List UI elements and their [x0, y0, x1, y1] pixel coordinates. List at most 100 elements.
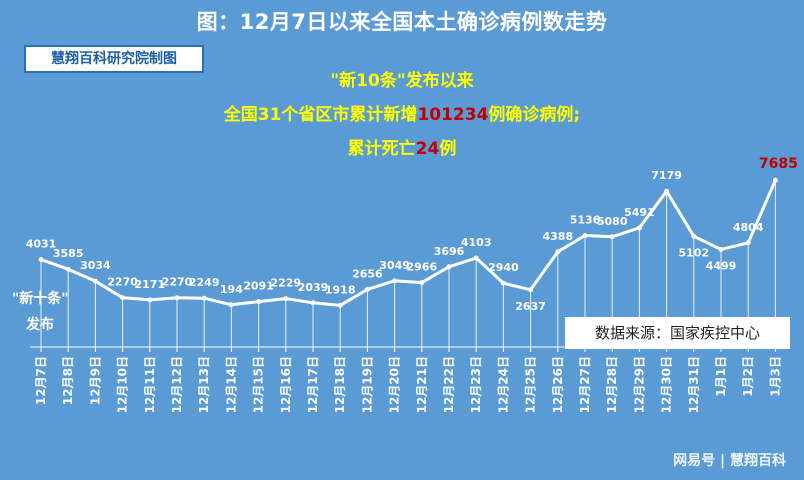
data-point: [392, 278, 398, 284]
headline-line-2: 全国31个省区市累计新增101234例确诊病例;: [0, 100, 804, 125]
data-point: [419, 280, 425, 286]
headline-line-2-prefix: 全国31个省区市累计新增: [223, 105, 418, 125]
data-label: 2270: [107, 276, 138, 289]
data-label: 2039: [298, 281, 329, 294]
data-label: 4103: [461, 236, 492, 249]
data-point: [120, 295, 126, 301]
x-tick-label: 12月25日: [524, 356, 538, 413]
data-label: 2249: [189, 276, 220, 289]
x-tick-label: 12月13日: [197, 356, 211, 413]
annotation-line-2: 发布: [26, 317, 54, 333]
data-label: 2966: [406, 261, 437, 274]
data-label: 2656: [352, 267, 383, 280]
x-tick-label: 12月20日: [388, 356, 402, 413]
data-point: [337, 302, 343, 308]
x-tick-label: 12月7日: [34, 356, 48, 405]
data-point: [582, 233, 588, 239]
x-tick-label: 12月24日: [496, 356, 510, 413]
data-point: [38, 257, 44, 263]
data-label: 2171: [134, 278, 165, 291]
data-point: [92, 278, 98, 284]
headline-line-3: 累计死亡24例: [0, 134, 804, 159]
x-tick-label: 12月15日: [252, 356, 266, 413]
data-label: 3696: [434, 245, 465, 258]
data-label: 3049: [379, 259, 410, 272]
data-point: [555, 249, 561, 255]
annotation-line-1: "新十条": [12, 291, 69, 307]
data-point: [772, 177, 778, 183]
series-line: [40, 179, 777, 307]
data-label: 2229: [270, 277, 301, 290]
data-point: [147, 297, 153, 303]
data-point: [718, 246, 724, 252]
x-tick-label: 12月8日: [61, 356, 75, 405]
x-tick-label: 12月31日: [687, 356, 701, 413]
watermark: 网易号 | 慧翔百科: [673, 453, 786, 469]
data-label: 4388: [542, 230, 573, 243]
data-point: [283, 296, 289, 302]
data-label: 2270: [162, 276, 193, 289]
x-tick-label: 12月17日: [306, 356, 320, 413]
data-point: [636, 225, 642, 231]
data-label: 2637: [515, 300, 546, 313]
x-tick-label: 12月18日: [333, 356, 347, 413]
x-tick-label: 12月29日: [632, 356, 646, 413]
x-tick-label: 12月26日: [551, 356, 565, 413]
data-point: [446, 264, 452, 270]
data-label: 5080: [597, 215, 628, 228]
x-tick-label: 1月1日: [714, 356, 728, 397]
data-label: 4804: [733, 221, 764, 234]
total-deaths-number: 24: [415, 139, 440, 159]
data-label: 5102: [678, 246, 709, 259]
data-label: 5136: [570, 214, 601, 227]
x-tick-label: 12月30日: [660, 356, 674, 413]
headline-line-3-prefix: 累计死亡: [347, 139, 416, 159]
data-label: 2091: [243, 280, 274, 293]
x-tick-label: 12月27日: [578, 356, 592, 413]
data-label: 7685: [759, 156, 798, 172]
x-tick-label: 12月22日: [442, 356, 456, 413]
data-point: [201, 295, 207, 301]
data-point: [691, 233, 697, 239]
data-point: [65, 266, 71, 272]
x-tick-label: 12月10日: [116, 356, 130, 413]
data-label: 3034: [80, 259, 111, 272]
data-point: [745, 240, 751, 246]
data-point: [256, 299, 262, 305]
x-tick-label: 12月14日: [224, 356, 238, 413]
data-label: 2940: [488, 261, 519, 274]
data-label: 3585: [53, 247, 84, 260]
x-tick-label: 12月11日: [143, 356, 157, 413]
data-point: [528, 287, 534, 293]
data-label: 194: [220, 283, 243, 296]
x-tick-label: 12月28日: [605, 356, 619, 413]
chart-title: 图：12月7日以来全国本土确诊病例数走势: [196, 10, 608, 34]
data-point: [473, 255, 479, 261]
data-point: [364, 286, 370, 292]
x-tick-label: 12月12日: [170, 356, 184, 413]
x-tick-label: 12月9日: [88, 356, 102, 405]
data-label: 4499: [706, 259, 737, 272]
data-label: 4031: [26, 238, 57, 251]
total-cases-number: 101234: [417, 105, 489, 125]
x-tick-label: 12月23日: [469, 356, 483, 413]
data-point: [500, 280, 506, 286]
data-label: 1918: [325, 283, 356, 296]
data-point: [228, 302, 234, 308]
headline-line-1: "新10条"发布以来: [330, 71, 474, 91]
x-tick-label: 12月21日: [415, 356, 429, 413]
headline-line-3-suffix: 例: [439, 139, 457, 159]
x-tick-label: 12月19日: [360, 356, 374, 413]
data-point: [609, 234, 615, 240]
data-point: [310, 300, 316, 306]
source-box: 数据来源：国家疾控中心: [565, 317, 790, 349]
data-label: 7179: [651, 169, 682, 182]
producer-badge: 慧翔百科研究院制图: [24, 45, 204, 73]
data-point: [664, 188, 670, 194]
x-tick-label: 1月3日: [768, 356, 782, 397]
x-tick-label: 12月16日: [279, 356, 293, 413]
data-label: 5491: [624, 206, 655, 219]
x-tick-label: 1月2日: [741, 356, 755, 397]
